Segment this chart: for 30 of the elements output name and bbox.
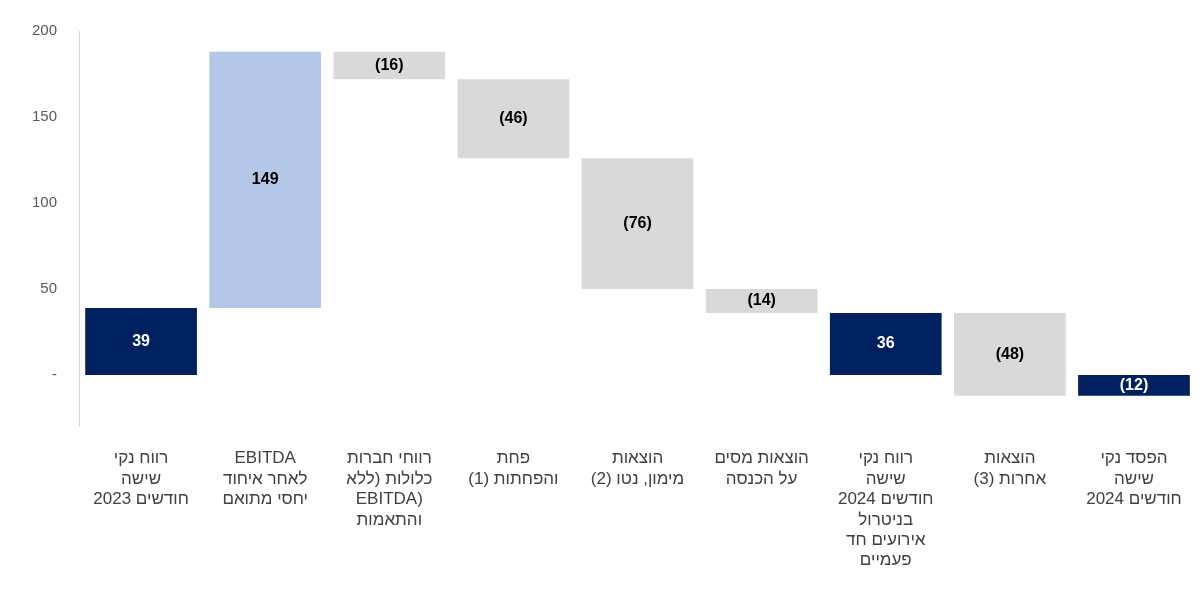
- bar: [457, 79, 570, 159]
- bar: [333, 51, 446, 80]
- data-label: (46): [499, 109, 528, 127]
- x-tick-label: הוצאות מימון, נטו (2): [590, 448, 685, 488]
- data-label: 36: [876, 334, 895, 352]
- y-tick-label: -: [52, 365, 58, 383]
- x-tick-label: הפסד נקי שישה חודשים 2024: [1086, 448, 1182, 509]
- data-label: (12): [1119, 375, 1149, 393]
- y-tick-label: 50: [40, 279, 58, 297]
- data-label: 149: [251, 170, 279, 188]
- bar: [1078, 375, 1190, 396]
- data-label: (14): [747, 291, 776, 309]
- y-tick-label: 100: [32, 193, 58, 211]
- data-label: (76): [623, 214, 652, 232]
- bar: [581, 158, 694, 289]
- data-label: 39: [132, 331, 151, 349]
- x-tick-label: רווח נקי שישה חודשים 2024 בניטרול אירועים חד פעמיים: [837, 448, 934, 570]
- bar: [209, 51, 322, 308]
- bar: [829, 313, 942, 375]
- bar: [954, 313, 1066, 396]
- x-tick-label: הוצאות מסים על הכנסה: [714, 448, 809, 488]
- y-tick-label: 150: [32, 107, 58, 125]
- y-tick-label: 200: [32, 21, 58, 39]
- bar: [705, 289, 818, 314]
- x-tick-label: רווח נקי שישה חודשים 2023: [93, 448, 189, 509]
- data-label: (48): [995, 344, 1025, 362]
- bar: [85, 307, 197, 375]
- x-tick-label: הוצאות אחרות (3): [973, 448, 1047, 488]
- x-tick-label: פחת והפחתות (1): [468, 448, 559, 488]
- data-label: (16): [375, 55, 404, 73]
